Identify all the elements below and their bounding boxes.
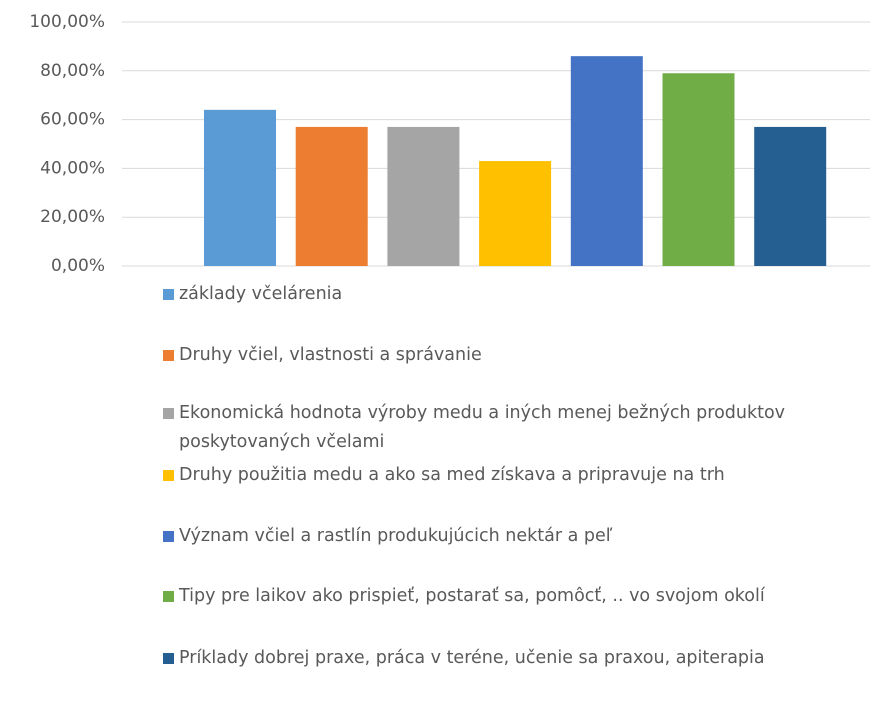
legend-item: Druhy použitia medu a ako sa med získava… [163,461,863,490]
bar [570,56,643,266]
legend-label: základy včelárenia [179,284,343,304]
legend-swatch [163,470,174,481]
bar [204,109,276,266]
legend-label: Príklady dobrej praxe, práca v teréne, u… [179,648,765,668]
legend-label: Tipy pre laikov ako prispieť, postarať s… [179,586,765,606]
legend-label: Druhy použitia medu a ako sa med získava… [179,465,725,485]
legend-item: základy včelárenia [163,280,863,309]
legend-swatch [163,289,174,300]
bar [754,126,827,266]
bar [387,126,460,266]
y-tick-label: 40,00% [40,158,105,178]
legend-item: Význam včiel a rastlín produkujúcich nek… [163,522,863,551]
legend-item: Druhy včiel, vlastnosti a správanie [163,341,863,370]
y-tick-label: 0,00% [51,256,105,276]
legend-swatch [163,408,174,419]
legend-swatch [163,531,174,542]
y-tick-label: 20,00% [40,207,105,227]
bar [662,73,735,267]
bar [479,161,552,266]
legend-label: Druhy včiel, vlastnosti a správanie [179,345,482,365]
legend-swatch [163,350,174,361]
legend-item: Ekonomická hodnota výroby medu a iných m… [163,399,863,457]
y-tick-label: 60,00% [40,110,105,130]
legend-label: Význam včiel a rastlín produkujúcich nek… [179,526,613,546]
y-tick-label: 100,00% [29,12,105,32]
legend-swatch [163,653,174,664]
legend-item: Príklady dobrej praxe, práca v teréne, u… [163,644,863,673]
y-tick-label: 80,00% [40,61,105,81]
bar [295,126,368,266]
legend-label: Ekonomická hodnota výroby medu a iných m… [179,403,786,452]
legend-item: Tipy pre laikov ako prispieť, postarať s… [163,582,863,611]
legend-swatch [163,591,174,602]
